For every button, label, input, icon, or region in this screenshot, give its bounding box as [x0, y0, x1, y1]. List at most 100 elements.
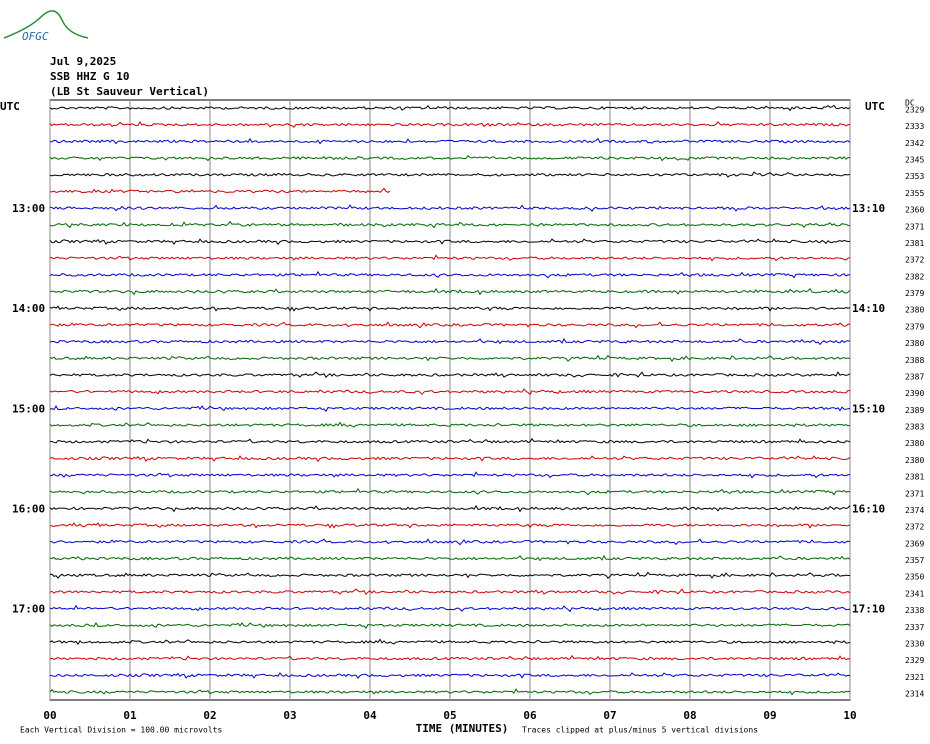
trace — [49, 405, 851, 413]
left-time-label: 17:00 — [12, 603, 45, 616]
dc-label: 2374 — [905, 506, 924, 515]
x-tick-label: 10 — [843, 709, 856, 722]
trace — [49, 270, 851, 279]
dc-label: 2379 — [905, 322, 924, 331]
trace — [49, 487, 851, 496]
dc-label: 2338 — [905, 606, 924, 615]
trace — [49, 522, 851, 529]
x-tick-label: 04 — [363, 709, 377, 722]
trace — [49, 588, 851, 596]
trace — [49, 654, 851, 661]
dc-label: 2345 — [905, 156, 924, 165]
trace — [49, 388, 851, 396]
dc-label: 2382 — [905, 272, 924, 281]
trace — [49, 171, 851, 178]
trace — [49, 622, 851, 630]
dc-label: 2314 — [905, 690, 924, 699]
x-tick-label: 00 — [43, 709, 56, 722]
dc-label: 2369 — [905, 539, 924, 548]
right-time-label: UTC — [865, 100, 885, 113]
dc-label: 2341 — [905, 589, 924, 598]
trace — [49, 504, 851, 513]
x-tick-label: 09 — [763, 709, 776, 722]
dc-label: 2372 — [905, 256, 924, 265]
x-tick-label: 03 — [283, 709, 296, 722]
trace — [49, 604, 851, 613]
trace — [49, 204, 851, 212]
left-time-label: 13:00 — [12, 202, 45, 215]
dc-label: 2390 — [905, 389, 924, 398]
footer-right: Traces clipped at plus/minus 5 vertical … — [522, 726, 758, 735]
left-time-label: UTC — [0, 100, 20, 113]
trace — [49, 455, 851, 463]
dc-label: 2330 — [905, 639, 924, 648]
trace — [49, 538, 851, 546]
title-line: SSB HHZ G 10 — [50, 70, 129, 83]
dc-label: 2321 — [905, 673, 924, 682]
trace — [49, 121, 850, 128]
trace — [49, 638, 851, 646]
right-time-label: 15:10 — [852, 402, 885, 415]
dc-label: 2337 — [905, 623, 924, 632]
trace — [49, 238, 850, 246]
trace — [49, 688, 851, 696]
right-time-label: 13:10 — [852, 202, 885, 215]
trace — [49, 321, 851, 329]
dc-label: 2355 — [905, 189, 924, 198]
dc-label: 2380 — [905, 439, 924, 448]
left-time-label: 15:00 — [12, 402, 45, 415]
trace — [49, 305, 851, 312]
x-tick-label: 05 — [443, 709, 456, 722]
dc-label: 2380 — [905, 456, 924, 465]
trace — [49, 437, 851, 444]
dc-label: 2350 — [905, 573, 924, 582]
trace — [49, 421, 851, 428]
x-tick-label: 07 — [603, 709, 616, 722]
x-axis-label: TIME (MINUTES) — [416, 722, 509, 735]
trace — [49, 571, 850, 579]
dc-label: 2371 — [905, 222, 924, 231]
trace — [49, 221, 851, 229]
dc-label: 2379 — [905, 289, 924, 298]
right-time-label: 16:10 — [852, 502, 885, 515]
right-time-label: 14:10 — [852, 302, 885, 315]
dc-label: 2372 — [905, 523, 924, 532]
dc-label: 2360 — [905, 206, 924, 215]
trace — [49, 354, 851, 362]
trace — [49, 137, 851, 145]
dc-label: 2357 — [905, 556, 924, 565]
trace — [49, 104, 851, 112]
dc-label: 2380 — [905, 339, 924, 348]
trace — [49, 154, 851, 162]
dc-label: 2333 — [905, 122, 924, 131]
trace — [49, 287, 851, 296]
trace — [49, 471, 851, 479]
trace — [49, 371, 851, 379]
dc-label: 2329 — [905, 106, 924, 115]
dc-label: 2371 — [905, 489, 924, 498]
trace — [49, 554, 851, 562]
dc-label: 2387 — [905, 372, 924, 381]
dc-label: 2380 — [905, 306, 924, 315]
dc-label: 2381 — [905, 473, 924, 482]
trace — [49, 187, 391, 194]
dc-label: 2381 — [905, 239, 924, 248]
x-tick-label: 06 — [523, 709, 537, 722]
trace — [49, 672, 851, 679]
dc-label: 2329 — [905, 656, 924, 665]
trace — [49, 337, 851, 346]
title-line: Jul 9,2025 — [50, 55, 116, 68]
x-tick-label: 08 — [683, 709, 696, 722]
footer-left: Each Vertical Division = 100.00 microvol… — [20, 726, 222, 735]
right-time-label: 17:10 — [852, 603, 885, 616]
title-line: (LB St Sauveur Vertical) — [50, 85, 209, 98]
logo-swoosh — [3, 10, 89, 39]
x-tick-label: 01 — [123, 709, 137, 722]
dc-label: 2388 — [905, 356, 924, 365]
dc-label: 2342 — [905, 139, 924, 148]
trace — [49, 254, 851, 262]
logo-text: OFGC — [22, 30, 49, 43]
x-tick-label: 02 — [203, 709, 216, 722]
dc-label: 2383 — [905, 423, 924, 432]
